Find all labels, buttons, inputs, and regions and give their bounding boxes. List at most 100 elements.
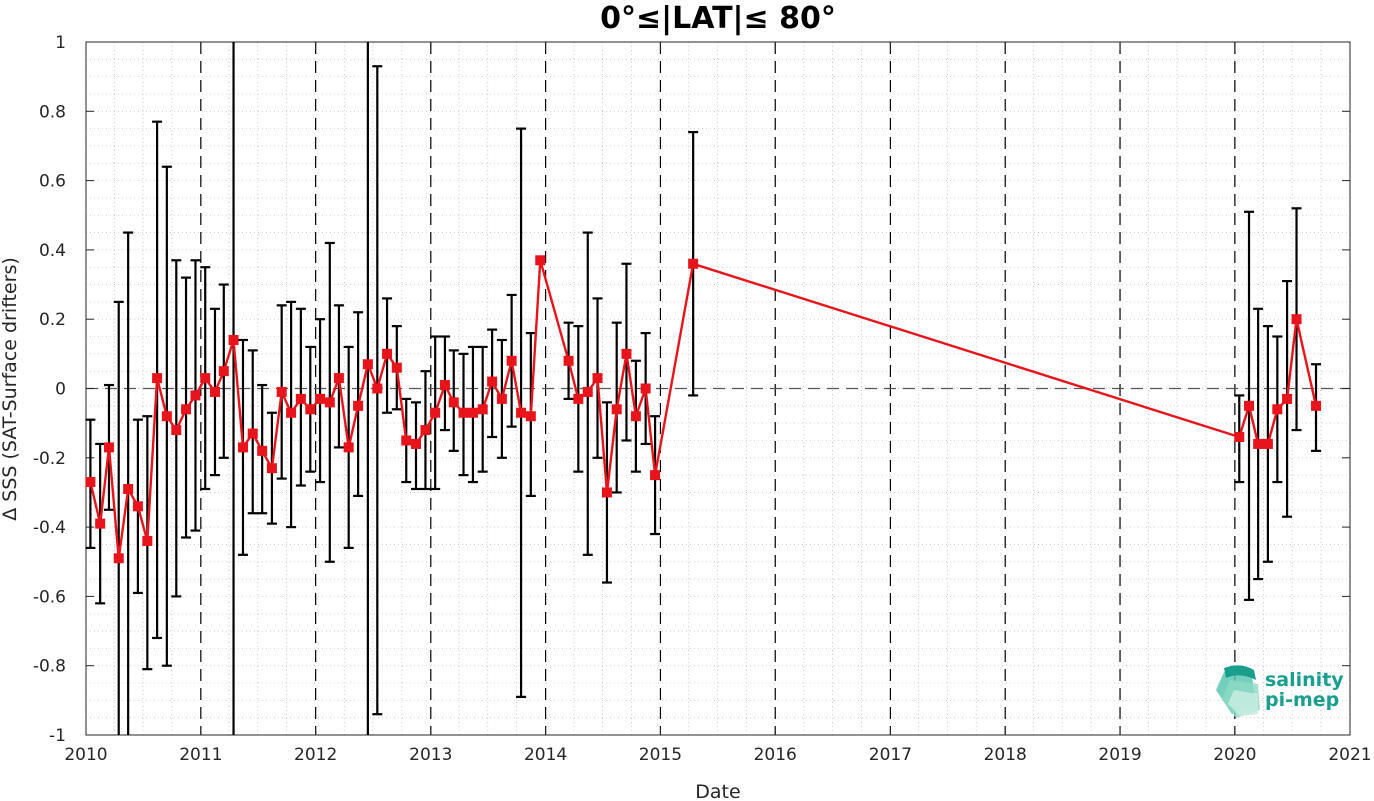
axes bbox=[85, 41, 1351, 736]
data-point bbox=[430, 407, 441, 418]
data-point bbox=[439, 380, 450, 391]
data-point bbox=[209, 386, 220, 397]
data-point bbox=[467, 407, 478, 418]
y-axis-label: Δ SSS (SAT-Surface drifters) bbox=[0, 257, 21, 521]
data-point bbox=[276, 386, 287, 397]
x-tick-label: 2017 bbox=[869, 745, 912, 765]
data-point bbox=[142, 535, 153, 546]
wave-stack-icon bbox=[1216, 665, 1260, 718]
x-axis-label: Date bbox=[695, 781, 740, 801]
data-point bbox=[295, 393, 306, 404]
data-point bbox=[525, 411, 536, 422]
data-point bbox=[171, 425, 182, 436]
y-tick-label: 1 bbox=[55, 33, 66, 53]
data-point bbox=[1253, 438, 1264, 449]
y-tick-label: 0.6 bbox=[39, 172, 66, 192]
logo-line2: pi-mep bbox=[1265, 689, 1339, 711]
data-point bbox=[315, 393, 326, 404]
y-tick-label: -0.8 bbox=[33, 657, 66, 677]
data-point bbox=[1272, 404, 1283, 415]
data-point bbox=[181, 404, 192, 415]
data-point bbox=[113, 553, 124, 564]
data-point bbox=[1244, 400, 1255, 411]
data-point bbox=[650, 470, 661, 481]
y-tick-label: -0.4 bbox=[33, 518, 66, 538]
y-tick-label: 0.2 bbox=[39, 310, 66, 330]
x-tick-label: 2012 bbox=[294, 745, 337, 765]
y-tick-label: 0.8 bbox=[39, 102, 66, 122]
data-point bbox=[1234, 432, 1245, 443]
data-point bbox=[161, 411, 172, 422]
data-point bbox=[228, 334, 239, 345]
data-point bbox=[324, 397, 335, 408]
data-point bbox=[305, 404, 316, 415]
data-point bbox=[410, 438, 421, 449]
data-point bbox=[420, 425, 431, 436]
y-tick-label: 0.4 bbox=[39, 241, 66, 261]
data-point bbox=[563, 355, 574, 366]
data-point bbox=[333, 373, 344, 384]
logo: salinity pi-mep bbox=[1216, 665, 1344, 718]
data-point bbox=[611, 404, 622, 415]
x-tick-label: 2016 bbox=[754, 745, 797, 765]
data-point bbox=[123, 483, 134, 494]
data-point bbox=[601, 487, 612, 498]
data-point bbox=[1291, 314, 1302, 325]
data-point bbox=[257, 445, 268, 456]
x-tick-label: 2021 bbox=[1328, 745, 1371, 765]
data-point bbox=[401, 435, 412, 446]
x-tick-label: 2018 bbox=[984, 745, 1027, 765]
data-point bbox=[1311, 400, 1322, 411]
x-tick-label: 2011 bbox=[179, 745, 222, 765]
data-point bbox=[640, 383, 651, 394]
data-point bbox=[1262, 438, 1273, 449]
data-point bbox=[266, 463, 277, 474]
data-point bbox=[573, 393, 584, 404]
data-point bbox=[630, 411, 641, 422]
data-point bbox=[1282, 393, 1293, 404]
data-point bbox=[247, 428, 258, 439]
data-point bbox=[95, 518, 106, 529]
data-point bbox=[582, 386, 593, 397]
data-point bbox=[477, 404, 488, 415]
data-point bbox=[487, 376, 498, 387]
x-tick-label: 2014 bbox=[524, 745, 567, 765]
series-markers bbox=[85, 255, 1322, 564]
data-point bbox=[85, 477, 96, 488]
data-point bbox=[506, 355, 517, 366]
y-tick-label: -0.2 bbox=[33, 449, 66, 469]
data-point bbox=[132, 501, 143, 512]
data-point bbox=[688, 258, 699, 269]
data-point bbox=[286, 407, 297, 418]
logo-line1: salinity bbox=[1265, 669, 1344, 691]
data-point bbox=[237, 442, 248, 453]
data-point bbox=[372, 383, 383, 394]
data-point bbox=[218, 366, 229, 377]
x-tick-label: 2015 bbox=[639, 745, 682, 765]
y-tick-label: -1 bbox=[49, 726, 66, 746]
y-tick-label: -0.6 bbox=[33, 587, 66, 607]
year-separators bbox=[86, 42, 1350, 735]
x-tick-labels: 2010 2011 2012 2013 2014 2015 2016 2017 2018 2019… bbox=[64, 745, 1371, 765]
x-tick-label: 2013 bbox=[409, 745, 452, 765]
data-point bbox=[103, 442, 114, 453]
y-tick-labels: -1 -0.8 -0.6 -0.4 -0.2 0 0.2 0.4 0.6 0.8 1 bbox=[33, 33, 66, 746]
data-point bbox=[343, 442, 354, 453]
data-point bbox=[592, 373, 603, 384]
y-tick-label: 0 bbox=[55, 380, 66, 400]
data-point bbox=[535, 255, 546, 266]
data-point bbox=[516, 407, 527, 418]
data-point bbox=[391, 362, 402, 373]
data-point bbox=[353, 400, 364, 411]
data-point bbox=[152, 373, 163, 384]
data-point bbox=[458, 407, 469, 418]
x-tick-label: 2010 bbox=[64, 745, 107, 765]
data-point bbox=[362, 359, 373, 370]
x-tick-label: 2019 bbox=[1098, 745, 1141, 765]
data-point bbox=[448, 397, 459, 408]
data-point bbox=[496, 393, 507, 404]
data-point bbox=[621, 348, 632, 359]
x-tick-label: 2020 bbox=[1213, 745, 1256, 765]
